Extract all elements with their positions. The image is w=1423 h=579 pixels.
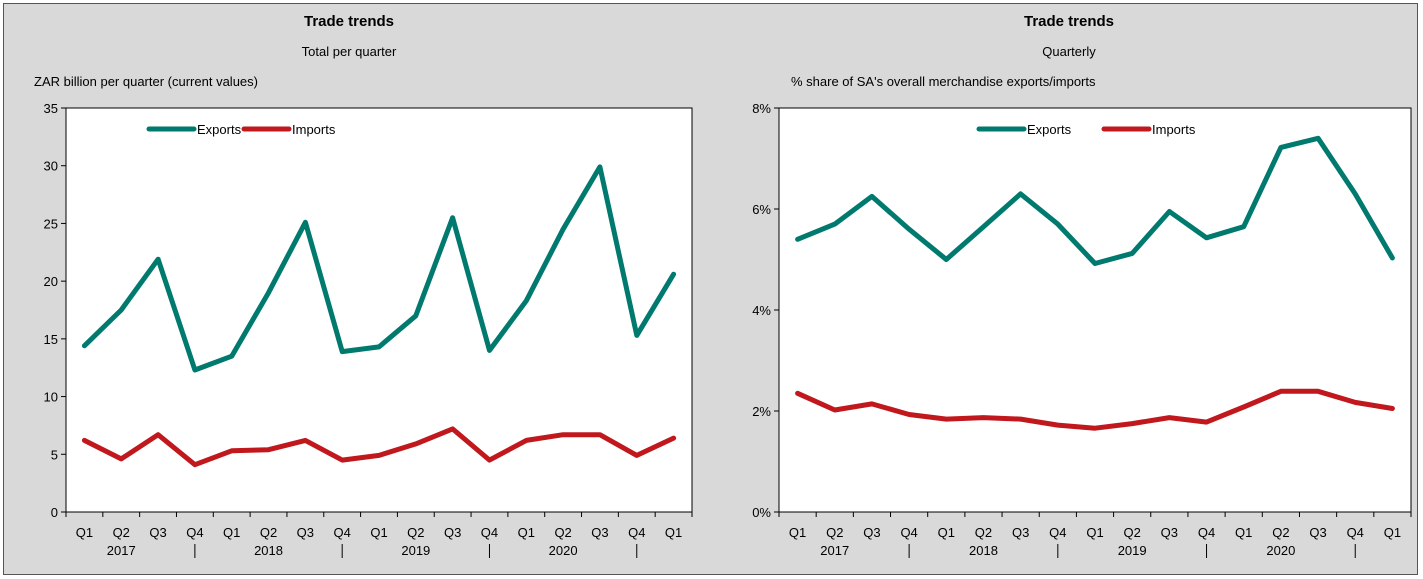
x-tick-label: Q4 bbox=[1198, 525, 1215, 540]
x-tick-label: Q1 bbox=[789, 525, 806, 540]
x-tick-label: Q1 bbox=[1235, 525, 1252, 540]
x-tick-label: Q1 bbox=[665, 525, 682, 540]
x-tick-label: Q2 bbox=[407, 525, 424, 540]
legend-label: Imports bbox=[1152, 122, 1196, 137]
y-tick-label: 0 bbox=[51, 505, 58, 520]
x-tick-label: Q2 bbox=[260, 525, 277, 540]
year-label: 2020 bbox=[1266, 543, 1295, 558]
x-tick-label: Q4 bbox=[900, 525, 917, 540]
x-tick-label: Q3 bbox=[1012, 525, 1029, 540]
y-tick-label: 2% bbox=[752, 404, 771, 419]
x-tick-label: Q4 bbox=[1347, 525, 1364, 540]
chart-title: Trade trends bbox=[1024, 13, 1114, 30]
y-axis-label: % share of SA's overall merchandise expo… bbox=[791, 74, 1096, 89]
y-tick-label: 35 bbox=[44, 101, 58, 116]
x-tick-label: Q4 bbox=[481, 525, 498, 540]
y-tick-label: 15 bbox=[44, 332, 58, 347]
x-tick-label: Q2 bbox=[826, 525, 843, 540]
x-tick-label: Q2 bbox=[554, 525, 571, 540]
series-line-exports bbox=[795, 135, 1395, 266]
x-tick-label: Q3 bbox=[149, 525, 166, 540]
x-tick-label: Q3 bbox=[591, 525, 608, 540]
year-label: 2018 bbox=[969, 543, 998, 558]
year-label: 2017 bbox=[107, 543, 136, 558]
y-tick-label: 25 bbox=[44, 216, 58, 231]
x-tick-label: Q3 bbox=[863, 525, 880, 540]
year-label: 2019 bbox=[1118, 543, 1147, 558]
x-tick-label: Q4 bbox=[334, 525, 351, 540]
year-label: 2019 bbox=[401, 543, 430, 558]
y-tick-label: 5 bbox=[51, 447, 58, 462]
year-label: 2017 bbox=[820, 543, 849, 558]
y-tick-label: 8% bbox=[752, 101, 771, 116]
x-tick-label: Q1 bbox=[223, 525, 240, 540]
plot-area bbox=[778, 107, 1412, 513]
chart-title: Trade trends bbox=[304, 13, 394, 30]
x-tick-label: Q4 bbox=[1049, 525, 1066, 540]
chart-total-per-quarter: Trade trends Total per quarter ZAR billi… bbox=[34, 13, 693, 558]
legend-label: Exports bbox=[1027, 122, 1072, 137]
y-tick-label: 10 bbox=[44, 390, 58, 405]
x-tick-label: Q1 bbox=[938, 525, 955, 540]
x-tick-label: Q2 bbox=[113, 525, 130, 540]
chart-frame: Trade trends Total per quarter ZAR billi… bbox=[3, 3, 1418, 575]
series-line-exports bbox=[81, 164, 677, 373]
x-tick-label: Q1 bbox=[518, 525, 535, 540]
x-tick-label: Q2 bbox=[1272, 525, 1289, 540]
chart-subtitle: Total per quarter bbox=[302, 44, 397, 59]
y-tick-label: 4% bbox=[752, 303, 771, 318]
y-tick-label: 0% bbox=[752, 505, 771, 520]
x-tick-label: Q3 bbox=[444, 525, 461, 540]
x-tick-label: Q3 bbox=[1161, 525, 1178, 540]
x-tick-label: Q4 bbox=[186, 525, 203, 540]
y-axis-label: ZAR billion per quarter (current values) bbox=[34, 74, 258, 89]
x-tick-label: Q4 bbox=[628, 525, 645, 540]
x-tick-label: Q3 bbox=[297, 525, 314, 540]
x-tick-label: Q2 bbox=[1124, 525, 1141, 540]
x-tick-label: Q3 bbox=[1309, 525, 1326, 540]
chart-quarterly-share: Trade trends Quarterly % share of SA's o… bbox=[752, 13, 1412, 558]
charts-canvas: Trade trends Total per quarter ZAR billi… bbox=[34, 13, 1412, 558]
x-tick-label: Q2 bbox=[975, 525, 992, 540]
series-line-imports bbox=[81, 426, 677, 468]
x-tick-label: Q1 bbox=[76, 525, 93, 540]
chart-subtitle: Quarterly bbox=[1042, 44, 1096, 59]
x-tick-label: Q1 bbox=[1086, 525, 1103, 540]
x-tick-label: Q1 bbox=[370, 525, 387, 540]
legend-label: Exports bbox=[197, 122, 242, 137]
y-tick-label: 20 bbox=[44, 274, 58, 289]
x-tick-label: Q1 bbox=[1384, 525, 1401, 540]
year-label: 2020 bbox=[549, 543, 578, 558]
year-label: 2018 bbox=[254, 543, 283, 558]
y-tick-label: 30 bbox=[44, 159, 58, 174]
y-tick-label: 6% bbox=[752, 202, 771, 217]
series-line-imports bbox=[795, 388, 1395, 431]
legend-label: Imports bbox=[292, 122, 336, 137]
